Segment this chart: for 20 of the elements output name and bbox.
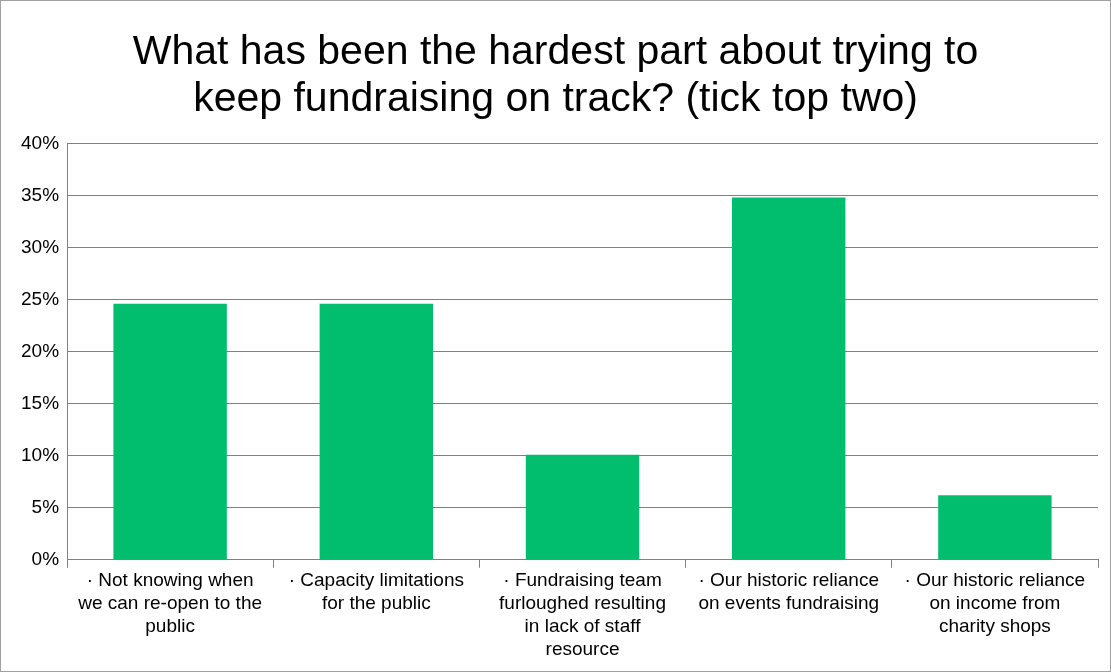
y-tick-label: 5%	[31, 495, 60, 517]
x-tick-label: · Our historic reliance on income from charity shops	[904, 569, 1086, 637]
y-tick-label: 30%	[21, 235, 60, 257]
y-tick-label: 0%	[31, 548, 60, 570]
bar	[732, 197, 846, 560]
y-tick-label: 35%	[21, 183, 60, 205]
x-tick-label: · Capacity limitations for the public	[288, 569, 464, 614]
bar	[525, 454, 640, 560]
y-tick-label: 10%	[21, 443, 60, 465]
bar	[319, 303, 434, 560]
x-tick-label: · Fundraising team furloughed resulting in lack of staff resource	[499, 569, 666, 659]
x-tick-label: · Our historic reliance on events fundraising	[698, 569, 880, 614]
chart-title: What has been the hardest part about trying to keep fundraising on track? (tick top two)	[132, 26, 979, 121]
y-tick-label: 15%	[21, 391, 60, 413]
x-tick-label: · Not knowing when we can re-open to the public	[77, 569, 263, 637]
bar	[938, 495, 1052, 560]
y-tick-label: 20%	[21, 339, 60, 361]
y-tick-label: 40%	[21, 131, 60, 153]
bar	[113, 303, 227, 560]
y-tick-label: 25%	[21, 287, 60, 309]
